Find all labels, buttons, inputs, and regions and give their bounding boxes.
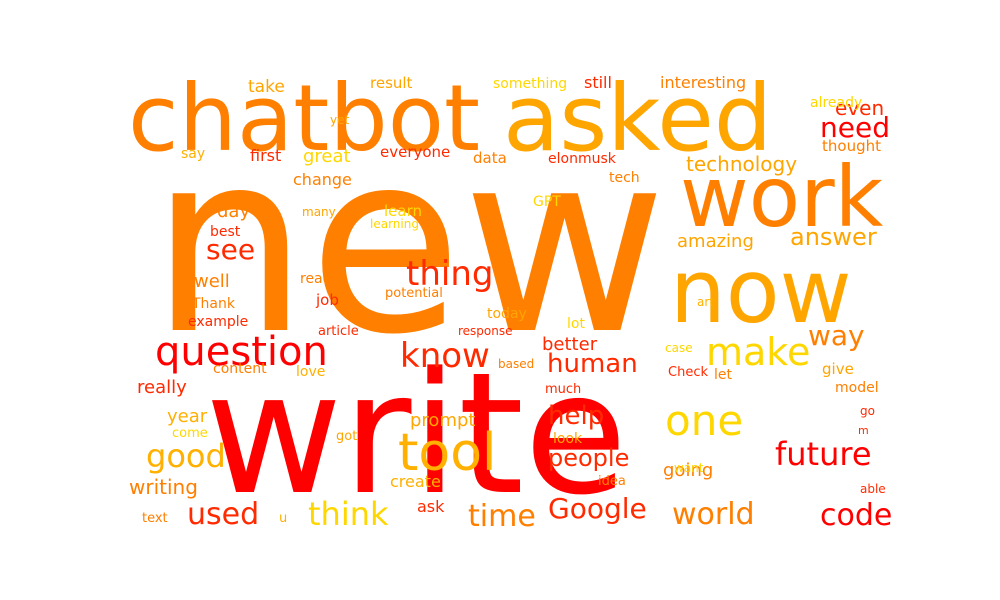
word-used: used [187,497,259,532]
word-prompt: prompt [410,410,475,431]
word-going: going [663,460,713,481]
word-world: world [672,497,755,532]
word-take: take [248,77,285,97]
word-know: know [400,336,490,376]
word-learning: learning [370,217,419,231]
word-first: first [250,146,281,165]
word-thought: thought [822,137,881,155]
word-even: even [835,96,884,120]
word-let: let [714,367,733,383]
word-one: one [665,396,743,445]
word-gpt: GPT [533,194,561,210]
word-much: much [545,382,581,397]
word-new: new [150,98,667,389]
word-able: able [860,482,886,496]
word-response: response [458,324,513,338]
word-lot: lot [567,316,585,332]
word-help: help [548,401,604,431]
word-already: already [810,95,862,111]
word-create: create [390,472,441,491]
word-see: see [206,233,255,266]
word-article: article [318,324,359,339]
word-tool: tool [398,423,496,483]
word-elonmusk: elonmusk [548,151,617,167]
word-good: good [146,437,226,475]
word-yet: yet [330,113,349,127]
word-result: result [370,74,413,92]
word-writing: writing [129,475,198,499]
word-go: go [860,404,875,418]
word-case: case [665,341,693,355]
word-chatbot: chatbot [128,65,480,172]
word-asked: asked [503,65,772,172]
word-something: something [493,76,567,92]
word-thing: thing [406,254,493,294]
word-love: love [296,364,325,380]
word-art: art [697,295,714,309]
word-future: future [775,435,872,473]
word-job: job [315,291,339,309]
word-better: better [542,334,598,355]
word-amazing: amazing [677,231,754,252]
word-u: u [279,511,287,526]
word-answer: answer [790,223,877,251]
word-work: work [680,148,884,246]
word-check: Check [668,365,708,380]
word-got: got [336,429,357,444]
word-many: many [302,205,336,219]
word-want: want [674,461,704,475]
word-based: based [498,357,534,371]
word-data: data [473,149,507,167]
word-human: human [547,349,638,379]
word-write: write [205,336,627,532]
word-tech: tech [609,170,640,186]
word-make: make [706,330,810,374]
word-way: way [808,319,865,352]
word-technology: technology [686,152,797,176]
word-idea: idea [598,474,626,489]
word-day: day [217,201,250,222]
word-people: people [548,444,629,472]
word-need: need [820,111,890,144]
word-look: look [553,431,583,447]
word-great: great [303,146,351,167]
word-example: example [188,314,248,330]
word-code: code [820,498,892,533]
word-today: today [487,306,527,322]
word-learn: learn [384,202,422,220]
word-potential: potential [385,286,443,301]
word-google: Google [548,492,647,525]
word-text: text [142,511,168,526]
word-time: time [468,499,536,534]
word-give: give [822,360,854,378]
word-ask: ask [417,497,445,516]
word-question: question [155,329,328,375]
word-come: come [172,426,208,441]
word-content: content [213,361,267,377]
word-read: read [300,271,332,287]
word-interesting: interesting [660,73,746,92]
word-year: year [167,406,208,427]
word-thank: Thank [191,296,236,312]
word-change: change [293,170,352,189]
word-now: now [670,240,852,343]
word-model: model [835,380,879,396]
word-m: m [858,424,869,437]
word-well: well [194,271,230,292]
word-everyone: everyone [380,143,450,161]
word-still: still [584,73,612,92]
word-say: say [181,146,205,162]
word-think: think [308,495,389,533]
word-really: really [137,377,187,398]
word-best: best [210,224,241,240]
